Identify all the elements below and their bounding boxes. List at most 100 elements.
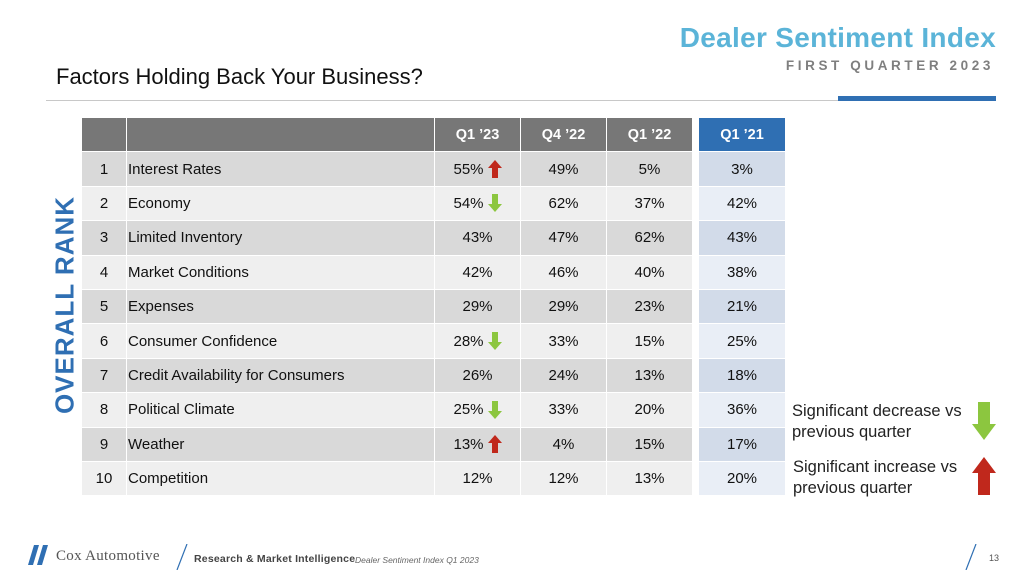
q1-22-cell-text: 13% [634, 366, 665, 384]
factor-cell-text: Competition [128, 470, 209, 488]
q4-22-cell: 49% [521, 152, 607, 187]
q4-22-cell-text: 62% [548, 194, 579, 212]
q1-21-cell: 17% [699, 427, 785, 462]
factor-cell: Weather [127, 427, 435, 462]
q1-23-cell-text: 54% [453, 194, 484, 212]
q1-23-cell: 43% [435, 221, 521, 256]
rank-cell: 3 [82, 221, 127, 256]
rank-cell-text: 1 [99, 160, 109, 178]
table-row: 2 Economy 54% 62% 37% [82, 186, 693, 222]
q1-21-cell: 42% [699, 186, 785, 222]
q4-22-cell: 24% [521, 358, 607, 394]
q1-22-cell-text: 15% [634, 435, 665, 453]
q4-22-cell-text: 46% [548, 263, 579, 281]
q4-22-cell: 33% [521, 393, 607, 428]
q4-22-cell: 46% [521, 255, 607, 290]
table-row: 9 Weather 13% 4% 15% [82, 427, 693, 462]
table-row: 6 Consumer Confidence 28% 33% 15% [82, 324, 693, 359]
q1-21-cell: 43% [699, 221, 785, 256]
factor-cell-text: Limited Inventory [128, 229, 243, 247]
q1-23-cell-text: 26% [462, 366, 493, 384]
q1-21-cell: 36% [699, 393, 785, 428]
rank-cell: 8 [82, 393, 127, 428]
q1-23-cell: 29% [435, 289, 521, 325]
factor-cell: Interest Rates [127, 152, 435, 187]
cox-logo-icon [28, 545, 48, 565]
footer-division: Research & Market Intelligence [194, 553, 356, 565]
table-row: 1 Interest Rates 55% 49% 5% [82, 152, 693, 187]
rank-cell: 2 [82, 186, 127, 222]
rank-cell: 9 [82, 427, 127, 462]
q1-22-cell: 20% [607, 393, 693, 428]
factor-cell: Limited Inventory [127, 221, 435, 256]
footer-brand: Cox Automotive [56, 548, 160, 564]
rank-cell-text: 3 [99, 229, 109, 247]
rank-cell-text: 9 [99, 435, 109, 453]
overall-rank-label: OVERALL RANK [49, 195, 80, 415]
q1-22-cell: 15% [607, 427, 693, 462]
q1-22-cell: 23% [607, 289, 693, 325]
table-header-row: Q1 ’23 Q4 ’22 Q1 ’22 [82, 118, 693, 153]
q4-22-cell-text: 49% [548, 160, 579, 178]
rank-cell-text: 8 [99, 401, 109, 419]
q4-22-cell-text: 47% [548, 229, 579, 247]
table-row: 5 Expenses 29% 29% 23% [82, 289, 693, 325]
q1-22-cell: 15% [607, 324, 693, 359]
q1-23-cell-text: 12% [462, 470, 493, 488]
q1-23-cell: 28% [435, 324, 521, 359]
q1-22-cell-text: 37% [634, 194, 665, 212]
rank-table: Q1 ’23 Q4 ’22 Q1 ’22 1 Interest Rates 55% 4… [82, 118, 693, 497]
factor-cell: Credit Availability for Consumers [127, 358, 435, 394]
q4-22-cell: 62% [521, 186, 607, 222]
footer-divider-slash [176, 544, 188, 570]
page-number: 13 [989, 553, 1000, 563]
legend-increase-arrow-icon [972, 457, 996, 495]
table-row: 3 Limited Inventory 43% 47% 62% [82, 221, 693, 256]
rank-cell-text: 2 [99, 194, 109, 212]
rank-cell-text: 5 [99, 298, 109, 316]
factor-cell: Consumer Confidence [127, 324, 435, 359]
header-q1-23: Q1 ’23 [435, 118, 521, 153]
table-row: 7 Credit Availability for Consumers 26% 24%… [82, 358, 693, 394]
q1-23-cell: 25% [435, 393, 521, 428]
rank-cell: 10 [82, 461, 127, 497]
q1-23-cell: 26% [435, 358, 521, 394]
brand-subtitle: FIRST QUARTER 2023 [785, 58, 994, 73]
q4-22-cell-text: 29% [548, 298, 579, 316]
q1-23-cell-text: 25% [453, 401, 484, 419]
q1-22-cell: 13% [607, 358, 693, 394]
q1-23-cell: 54% [435, 186, 521, 222]
rank-cell: 4 [82, 255, 127, 290]
q1-22-cell: 13% [607, 461, 693, 497]
q1-21-cell: 18% [699, 358, 785, 394]
table-row: 10 Competition 12% 12% 13% [82, 461, 693, 497]
q4-22-cell-text: 4% [552, 435, 575, 453]
q1-23-cell-text: 29% [462, 298, 493, 316]
q1-23-cell: 55% [435, 152, 521, 187]
decrease-arrow-icon [487, 194, 502, 213]
rank-cell-text: 10 [95, 470, 113, 488]
page-title: Factors Holding Back Your Business? [56, 64, 423, 89]
header-rank [82, 118, 127, 153]
factor-cell-text: Consumer Confidence [128, 332, 278, 350]
decrease-arrow-icon [487, 332, 502, 351]
q1-23-cell-text: 42% [462, 263, 493, 281]
brand-title: Dealer Sentiment Index [679, 22, 996, 53]
legend-decrease-text: Significant decrease vs previous quarter [792, 402, 962, 441]
q1-22-cell-text: 20% [634, 401, 665, 419]
factor-cell-text: Political Climate [128, 401, 235, 419]
q1-22-cell: 40% [607, 255, 693, 290]
q1-21-cell: 20% [699, 461, 785, 497]
factor-cell-text: Credit Availability for Consumers [128, 366, 345, 384]
header-factor [127, 118, 435, 153]
q1-23-cell: 13% [435, 427, 521, 462]
q1-23-cell-text: 43% [462, 229, 493, 247]
table-row: 4 Market Conditions 42% 46% 40% [82, 255, 693, 290]
rank-cell: 7 [82, 358, 127, 394]
q1-21-cell: 3% [699, 152, 785, 187]
q4-22-cell: 4% [521, 427, 607, 462]
title-accent-bar [838, 96, 996, 101]
increase-arrow-icon [487, 160, 502, 179]
factor-cell: Competition [127, 461, 435, 497]
factor-cell: Market Conditions [127, 255, 435, 290]
